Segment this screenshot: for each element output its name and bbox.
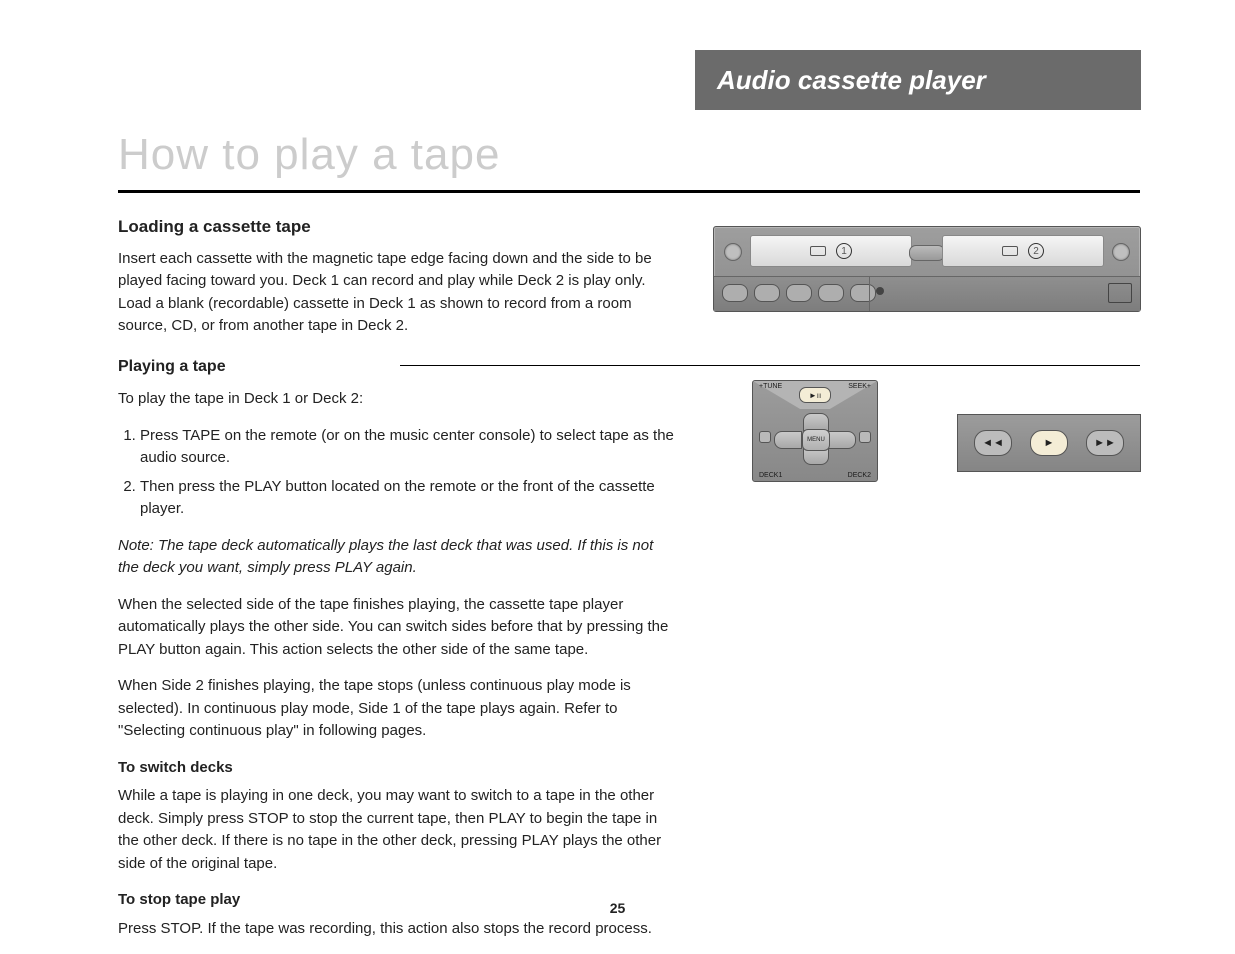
section-tab-label: Audio cassette player <box>717 65 986 96</box>
ffwd-button-icon: ►► <box>1086 430 1124 456</box>
panel-button <box>850 284 876 302</box>
paragraph: While a tape is playing in one deck, you… <box>118 785 678 875</box>
step-list: Press TAPE on the remote (or on the musi… <box>118 425 678 521</box>
dolby-badge-icon <box>909 245 945 261</box>
section-heading-loading: Loading a cassette tape <box>118 214 678 240</box>
headphone-jack-icon <box>876 287 884 295</box>
paragraph: Insert each cassette with the magnetic t… <box>118 248 678 338</box>
panel-button <box>722 284 748 302</box>
tape-icon <box>810 246 826 256</box>
remote-tab-left <box>759 431 771 443</box>
remote-label: +TUNE <box>759 383 782 390</box>
tape-icon <box>1002 246 1018 256</box>
remote-label: DECK2 <box>848 472 871 479</box>
transport-row <box>722 284 876 302</box>
step-item: Press TAPE on the remote (or on the musi… <box>140 425 678 470</box>
panel-button <box>818 284 844 302</box>
page-number: 25 <box>610 900 626 916</box>
play-button-icon: ► <box>1030 430 1068 456</box>
paragraph: When the selected side of the tape finis… <box>118 594 678 662</box>
panel-divider <box>869 277 870 311</box>
step-item: Then press the PLAY button located on th… <box>140 476 678 521</box>
subheading-switch: To switch decks <box>118 757 678 780</box>
remote-tab-right <box>859 431 871 443</box>
paragraph: Press STOP. If the tape was recording, t… <box>118 918 678 941</box>
manual-page: Audio cassette player How to play a tape… <box>0 0 1235 954</box>
deck2-door: 2 <box>942 235 1104 267</box>
brand-logo-icon <box>1108 283 1132 303</box>
cassette-player-illustration: 1 2 <box>713 226 1141 312</box>
paragraph: To play the tape in Deck 1 or Deck 2: <box>118 388 678 411</box>
remote-label: DECK1 <box>759 472 782 479</box>
section-rule <box>400 365 1140 366</box>
panel-button <box>754 284 780 302</box>
body-column-2: To play the tape in Deck 1 or Deck 2: Pr… <box>118 388 678 954</box>
front-panel-lower <box>714 276 1140 311</box>
remote-corner-labels: +TUNE SEEK+ DECK1 DECK2 <box>753 381 877 481</box>
eject1-icon <box>724 243 742 261</box>
section-tab: Audio cassette player <box>695 50 1141 110</box>
subheading-stop: To stop tape play <box>118 889 678 912</box>
rewind-button-icon: ◄◄ <box>974 430 1012 456</box>
title-rule <box>118 190 1140 193</box>
page-title: How to play a tape <box>118 130 500 180</box>
remote-label: SEEK+ <box>848 383 871 390</box>
remote-dpad-illustration: ►ıı MENU +TUNE SEEK+ DECK1 DECK2 <box>752 380 878 482</box>
paragraph: When Side 2 finishes playing, the tape s… <box>118 675 678 743</box>
deck1-number: 1 <box>836 243 852 259</box>
front-transport-illustration: ◄◄ ► ►► <box>957 414 1141 472</box>
deck1-door: 1 <box>750 235 912 267</box>
body-column: Loading a cassette tape Insert each cass… <box>118 214 678 352</box>
deck2-number: 2 <box>1028 243 1044 259</box>
section-heading-playing: Playing a tape <box>118 358 226 376</box>
note-text: Note: The tape deck automatically plays … <box>118 535 678 580</box>
eject2-icon <box>1112 243 1130 261</box>
panel-button <box>786 284 812 302</box>
